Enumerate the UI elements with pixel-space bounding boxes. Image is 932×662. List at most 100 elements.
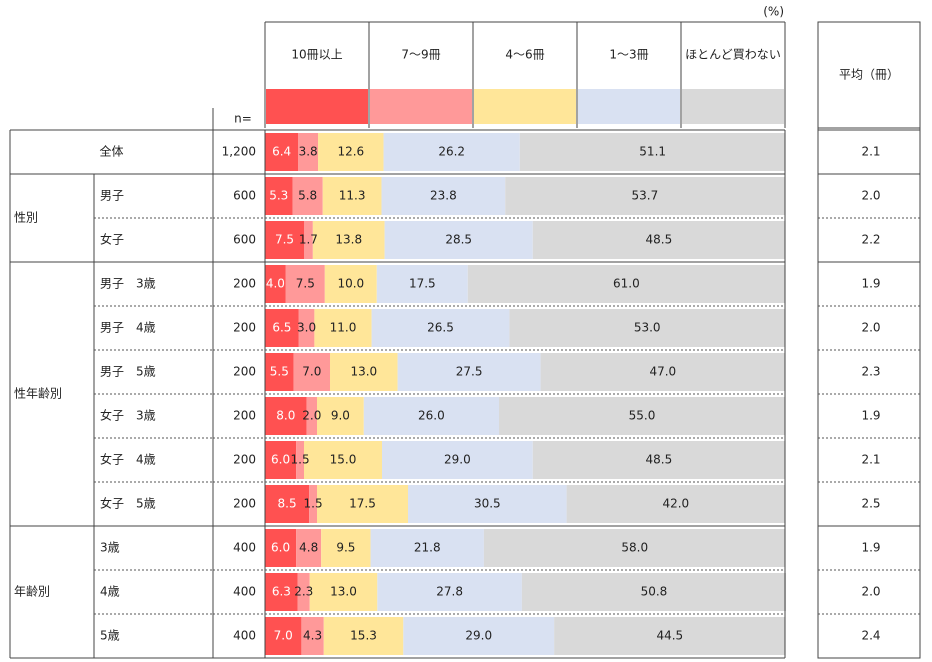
row-label-3: 男子 3歳 (100, 277, 156, 291)
row-n-5: 200 (233, 365, 256, 379)
bar-value-r10-s0: 6.3 (272, 585, 291, 599)
bar-value-r3-s3: 17.5 (409, 277, 436, 291)
row-average-8: 2.5 (861, 497, 880, 511)
bar-seg-r3-s3 (376, 265, 468, 303)
bar-value-r4-s2: 11.0 (330, 321, 357, 335)
bar-value-r8-s2: 17.5 (349, 497, 376, 511)
bar-seg-r8-s4 (566, 485, 785, 523)
row-n-1: 600 (233, 189, 256, 203)
average-column-border (817, 21, 921, 659)
bar-seg-r7-s4 (532, 441, 785, 479)
bar-seg-r2-s3 (384, 221, 533, 259)
row-label-8: 女子 5歳 (100, 496, 156, 511)
bar-value-r4-s3: 26.5 (427, 321, 454, 335)
row-n-0: 1,200 (222, 145, 256, 159)
bar-seg-r4-s0 (265, 309, 299, 347)
bar-value-r6-s4: 55.0 (629, 409, 656, 423)
bar-seg-r8-s2 (317, 485, 408, 523)
bar-value-r0-s0: 6.4 (272, 145, 291, 159)
bar-value-r9-s3: 21.8 (414, 541, 441, 555)
row-average-6: 1.9 (861, 409, 880, 423)
bar-value-r0-s1: 3.8 (299, 145, 318, 159)
bar-value-r1-s0: 5.3 (269, 189, 288, 203)
row-label-5: 男子 5歳 (100, 365, 156, 379)
bar-value-r10-s1: 2.3 (294, 585, 313, 599)
bar-seg-r6-s1 (306, 397, 317, 435)
bar-value-r11-s4: 44.5 (656, 629, 683, 643)
bar-seg-r11-s4 (554, 617, 786, 655)
bar-seg-r3-s0 (265, 265, 286, 303)
bar-seg-r4-s1 (298, 309, 315, 347)
bar-seg-r2-s2 (312, 221, 385, 259)
bar-value-r3-s2: 10.0 (337, 277, 364, 291)
bar-value-r4-s4: 53.0 (634, 321, 661, 335)
bar-value-r9-s1: 4.8 (299, 541, 318, 555)
bar-value-r10-s3: 27.8 (436, 585, 463, 599)
bar-value-r8-s4: 42.0 (662, 497, 689, 511)
bar-seg-r1-s3 (381, 177, 506, 215)
bar-value-r8-s0: 8.5 (278, 497, 297, 511)
bar-seg-r9-s1 (296, 529, 322, 567)
bar-value-r6-s3: 26.0 (418, 409, 445, 423)
legend-swatch-2 (474, 89, 576, 124)
row-label-9: 3歳 (100, 541, 120, 555)
legend-swatch-4 (682, 89, 784, 124)
bar-value-r3-s1: 7.5 (296, 277, 315, 291)
legend-swatch-0 (266, 89, 368, 124)
bar-value-r5-s4: 47.0 (649, 365, 676, 379)
bar-value-r11-s1: 4.3 (303, 629, 322, 643)
bar-seg-r0-s0 (265, 133, 299, 171)
bar-value-r10-s4: 50.8 (641, 585, 668, 599)
bar-value-r5-s3: 27.5 (456, 365, 483, 379)
row-label-6: 女子 3歳 (100, 408, 156, 423)
row-average-3: 1.9 (861, 277, 880, 291)
bar-seg-r4-s3 (371, 309, 510, 347)
row-average-10: 2.0 (861, 585, 880, 599)
bar-seg-r3-s2 (324, 265, 377, 303)
bar-value-r8-s1: 1.5 (304, 497, 323, 511)
bar-seg-r0-s1 (298, 133, 319, 171)
bar-seg-r8-s0 (265, 485, 310, 523)
bar-value-r6-s2: 9.0 (331, 409, 350, 423)
bar-value-r3-s0: 4.0 (266, 277, 285, 291)
bar-value-r5-s2: 13.0 (350, 365, 377, 379)
bar-value-r1-s1: 5.8 (298, 189, 317, 203)
bar-seg-r8-s1 (309, 485, 317, 523)
bar-seg-r7-s3 (382, 441, 533, 479)
bar-value-r9-s2: 9.5 (336, 541, 355, 555)
row-n-10: 400 (233, 585, 256, 599)
group-label-1: 性別 (14, 211, 38, 225)
bar-seg-r4-s2 (314, 309, 372, 347)
row-average-9: 1.9 (861, 541, 880, 555)
bar-value-r10-s2: 13.0 (330, 585, 357, 599)
row-average-5: 2.3 (861, 365, 880, 379)
row-label-7: 女子 4歳 (100, 452, 156, 467)
bar-seg-r7-s0 (265, 441, 297, 479)
bar-value-r0-s2: 12.6 (337, 145, 364, 159)
row-n-4: 200 (233, 321, 256, 335)
bar-value-r0-s4: 51.1 (639, 145, 666, 159)
row-n-2: 600 (233, 233, 256, 247)
row-n-11: 400 (233, 629, 256, 643)
bar-seg-r4-s4 (509, 309, 785, 347)
bar-seg-r9-s2 (321, 529, 371, 567)
bar-value-r5-s1: 7.0 (302, 365, 321, 379)
bar-seg-r6-s2 (317, 397, 364, 435)
bar-value-r7-s2: 15.0 (330, 453, 357, 467)
bar-seg-r9-s0 (265, 529, 297, 567)
bar-seg-r2-s1 (304, 221, 313, 259)
bar-seg-r1-s0 (265, 177, 293, 215)
legend-label-1: 7～9冊 (401, 48, 440, 62)
bar-value-r9-s0: 6.0 (271, 541, 290, 555)
bar-value-r9-s4: 58.0 (621, 541, 648, 555)
bar-seg-r10-s0 (265, 573, 298, 611)
bar-value-r4-s0: 6.5 (272, 321, 291, 335)
row-average-11: 2.4 (861, 629, 880, 643)
bar-value-r3-s4: 61.0 (613, 277, 640, 291)
row-n-9: 400 (233, 541, 256, 555)
row-average-7: 2.1 (861, 453, 880, 467)
bar-value-r11-s2: 15.3 (350, 629, 377, 643)
bar-value-r2-s0: 7.5 (275, 233, 294, 247)
row-average-0: 2.1 (861, 145, 880, 159)
